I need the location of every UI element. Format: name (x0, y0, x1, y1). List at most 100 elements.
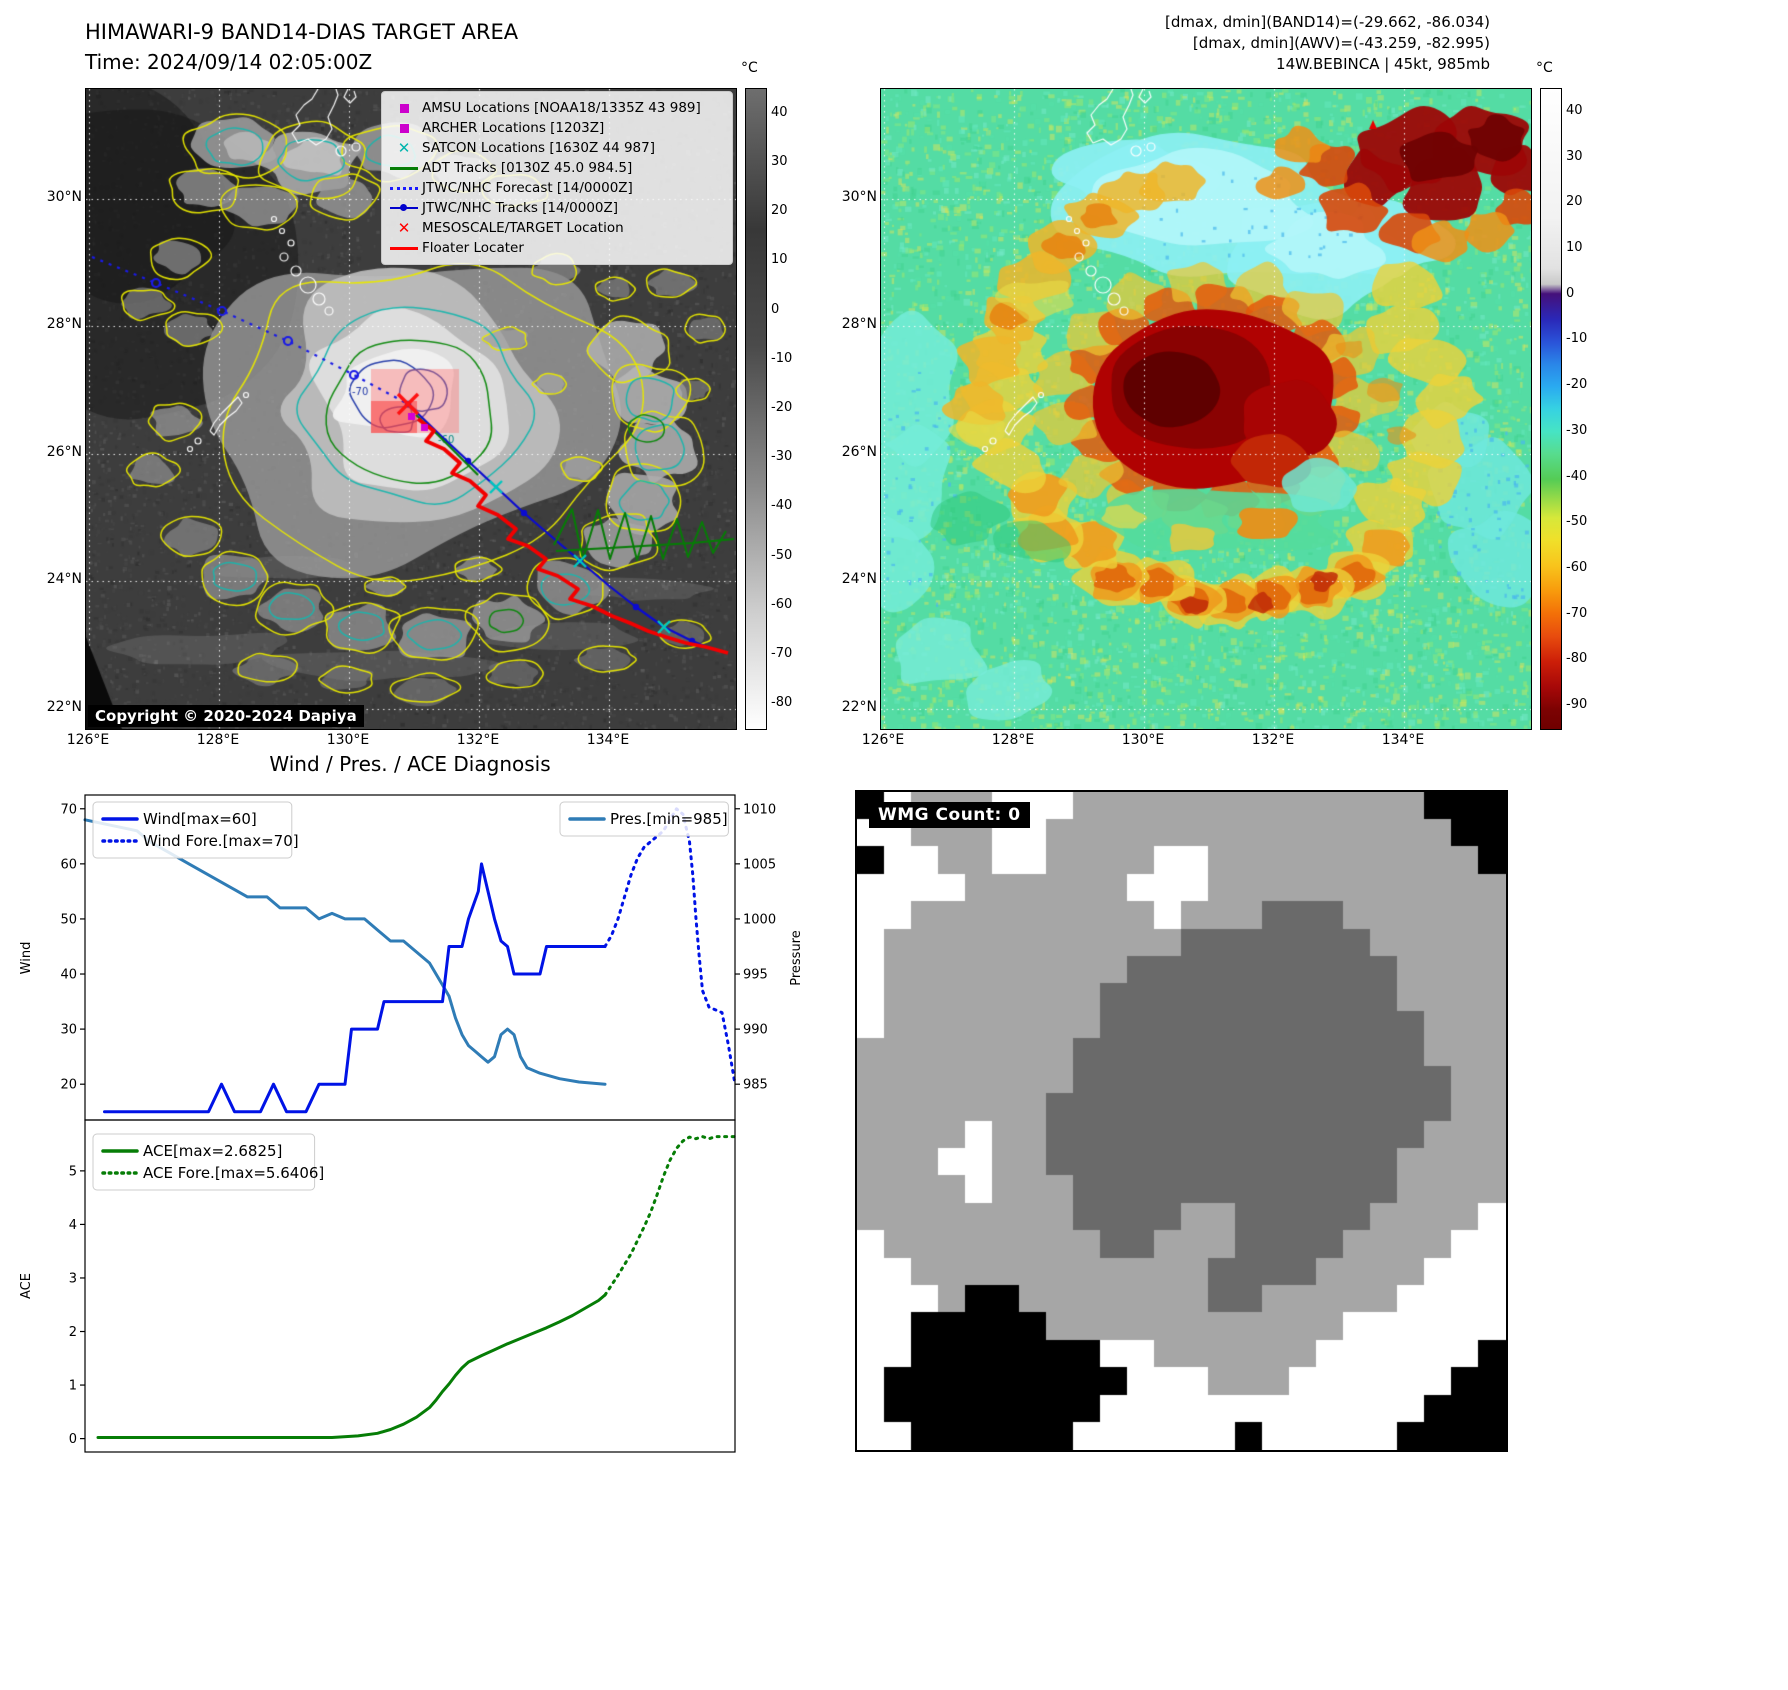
diagnosis-charts: 20 30 40 50 60 70 985 990 995 1000 1005 1010 0 1 2 3 4 5 W… (19, 794, 804, 1453)
svg-text:1000: 1000 (743, 912, 776, 927)
colorbar-tick-label: 30 (1566, 148, 1583, 164)
colorbar-tick-label: -80 (1566, 651, 1588, 667)
legend-item-label: JTWC/NHC Tracks [14/0000Z] (422, 200, 619, 216)
svg-text:Pres.[min=985]: Pres.[min=985] (610, 810, 728, 828)
x-legend-marker: ✕ (397, 218, 411, 237)
colorbar-tick-label: -70 (1566, 605, 1588, 621)
colorbar-tick-label: 40 (771, 104, 788, 120)
colorbar-tick-label: -50 (771, 547, 793, 563)
colorbar-tick-label: 40 (1566, 102, 1583, 118)
colorbar-tick-label: -30 (1566, 422, 1588, 438)
colorbar-tick-label: -20 (1566, 377, 1588, 393)
awv-satellite-image (881, 89, 1531, 729)
svg-text:50: 50 (60, 912, 77, 927)
svg-text:Pressure: Pressure (789, 930, 804, 986)
map-legend: AMSU Locations [NOAA18/1335Z 43 989] ARCH… (381, 91, 733, 265)
colorbar-tick-label: -30 (771, 449, 793, 465)
svg-text:0: 0 (69, 1432, 77, 1447)
legend-item-label: Floater Locater (422, 240, 524, 256)
colorbar-tick-label: 30 (771, 153, 788, 169)
diagnosis-title: Wind / Pres. / ACE Diagnosis (269, 752, 551, 776)
wmg-count-label: WMG Count: 0 (869, 802, 1030, 828)
band14-time-label: Time: 2024/09/14 02:05:00Z (85, 50, 373, 74)
legend-item: JTWC/NHC Forecast [14/0000Z] (386, 178, 726, 198)
svg-text:ACE Fore.[max=5.6406]: ACE Fore.[max=5.6406] (143, 1164, 324, 1182)
awv-colorbar (1540, 88, 1562, 730)
colorbar-tick-label: -90 (1566, 697, 1588, 713)
legend-item: JTWC/NHC Tracks [14/0000Z] (386, 198, 726, 218)
y-tick-label: 24°N (841, 571, 877, 587)
colorbar-tick-label: -10 (771, 350, 793, 366)
band14-y-axis: 30°N 28°N 26°N 24°N 22°N (38, 88, 82, 728)
colorbar-tick-label: -60 (771, 596, 793, 612)
legend-item: ARCHER Locations [1203Z] (386, 118, 726, 138)
awv-y-axis: 30°N 28°N 26°N 24°N 22°N (833, 88, 877, 728)
wmg-grid-image (857, 792, 1506, 1450)
wmg-panel: WMG Count: 0 (855, 790, 1508, 1452)
copyright-label: Copyright © 2020-2024 Dapiya (88, 705, 364, 727)
legend-item-label: JTWC/NHC Forecast [14/0000Z] (422, 180, 633, 196)
svg-text:60: 60 (60, 857, 77, 872)
svg-text:40: 40 (60, 968, 77, 983)
colorbar-tick-label: 20 (1566, 194, 1583, 210)
colorbar-tick-label: -40 (1566, 468, 1588, 484)
colorbar-tick-label: -10 (1566, 331, 1588, 347)
colorbar-tick-label: -50 (1566, 514, 1588, 530)
colorbar-tick-label: -20 (771, 400, 793, 415)
x-tick-label: 132°E (1251, 732, 1295, 748)
awv-x-axis: 126°E 128°E 130°E 132°E 134°E (862, 732, 1530, 752)
line-legend-marker (386, 166, 422, 170)
x-legend-marker: ✕ (397, 138, 411, 157)
svg-text:30: 30 (60, 1023, 77, 1038)
svg-text:Wind Fore.[max=70]: Wind Fore.[max=70] (143, 832, 299, 850)
svg-text:985: 985 (743, 1078, 768, 1093)
colorbar-tick-label: 10 (1566, 240, 1583, 255)
awv-colorbar-unit: °C (1536, 60, 1553, 76)
y-tick-label: 22°N (841, 699, 877, 715)
svg-text:1010: 1010 (743, 802, 776, 817)
legend-item-label: MESOSCALE/TARGET Location (422, 220, 624, 236)
x-tick-label: 132°E (456, 732, 500, 748)
svg-text:990: 990 (743, 1023, 768, 1038)
svg-text:995: 995 (743, 968, 768, 983)
svg-text:Wind[max=60]: Wind[max=60] (143, 810, 257, 828)
band14-title: HIMAWARI-9 BAND14-DIAS TARGET AREA (85, 20, 519, 44)
colorbar-tick-label: -70 (771, 646, 793, 662)
square-legend-marker (386, 123, 422, 133)
svg-text:4: 4 (69, 1218, 77, 1233)
colorbar-tick-label: -40 (771, 498, 793, 514)
x-tick-label: 126°E (66, 732, 110, 748)
svg-text:ACE: ACE (19, 1273, 34, 1299)
legend-item-label: ADT Tracks [0130Z 45.0 984.5] (422, 160, 633, 176)
y-tick-label: 26°N (46, 444, 82, 460)
y-tick-label: 30°N (841, 189, 877, 205)
band14-colorbar-unit: °C (741, 60, 758, 76)
legend-item: ✕ SATCON Locations [1630Z 44 987] (386, 138, 726, 158)
band14-map-panel: AMSU Locations [NOAA18/1335Z 43 989] ARCH… (85, 88, 737, 730)
colorbar-tick-label: -60 (1566, 560, 1588, 575)
legend-item: ✕ MESOSCALE/TARGET Location (386, 218, 726, 238)
linedot-legend-marker (386, 204, 422, 211)
colorbar-tick-label: 10 (771, 252, 788, 268)
x-tick-label: 130°E (1121, 732, 1165, 748)
band14-colorbar-ticks: 40 30 20 10 0 -10 -20 -30 -40 -50 -60 -70 -80 (771, 88, 815, 728)
line-legend-marker (386, 246, 422, 250)
svg-text:2: 2 (69, 1325, 77, 1340)
dotted-legend-marker (386, 186, 422, 190)
svg-text:1: 1 (69, 1379, 77, 1394)
annotation-dmax-awv: [dmax, dmin](AWV)=(-43.259, -82.995) (1192, 34, 1490, 52)
x-tick-label: 126°E (861, 732, 905, 748)
colorbar-tick-label: 0 (1566, 285, 1575, 301)
annotation-dmax-band14: [dmax, dmin](BAND14)=(-29.662, -86.034) (1165, 13, 1490, 31)
y-tick-label: 28°N (46, 316, 82, 332)
x-tick-label: 134°E (586, 732, 630, 748)
legend-item: ADT Tracks [0130Z 45.0 984.5] (386, 158, 726, 178)
colorbar-tick-label: -80 (771, 695, 793, 711)
x-tick-label: 130°E (326, 732, 370, 748)
y-tick-label: 22°N (46, 699, 82, 715)
band14-colorbar (745, 88, 767, 730)
x-tick-label: 128°E (991, 732, 1035, 748)
legend-item-label: AMSU Locations [NOAA18/1335Z 43 989] (422, 100, 701, 116)
annotation-storm-intensity: 14W.BEBINCA | 45kt, 985mb (1276, 55, 1490, 73)
svg-text:Wind: Wind (19, 942, 34, 975)
